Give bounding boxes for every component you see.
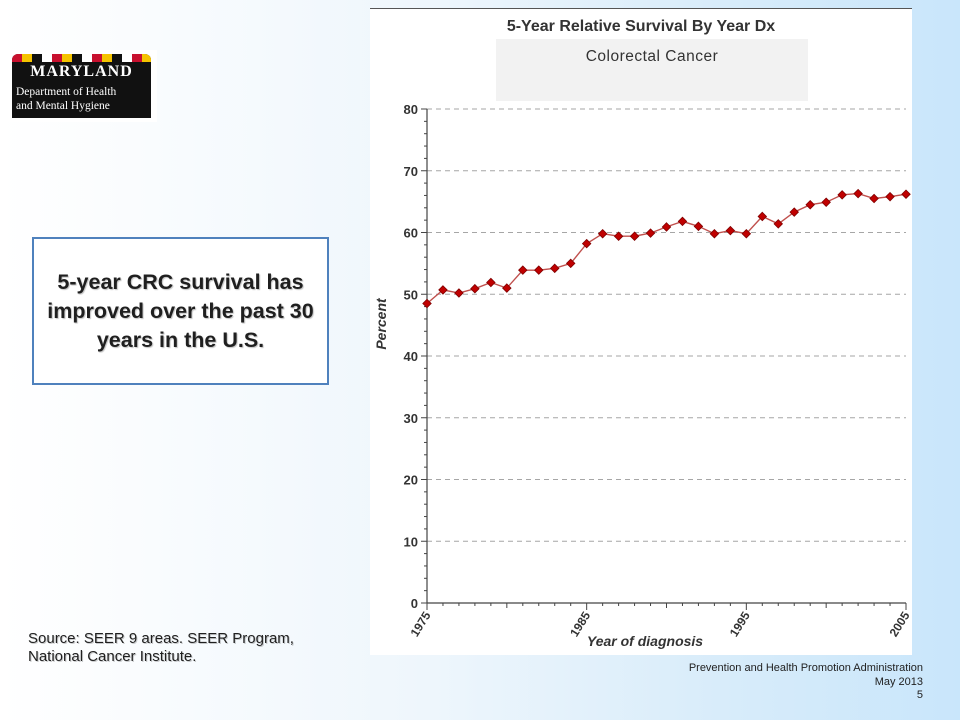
x-tick-label-1995: 1995	[727, 609, 753, 639]
y-axis-label: Percent	[373, 297, 389, 350]
data-point-1995	[741, 228, 752, 239]
data-point-1994	[725, 225, 736, 236]
data-point-1978	[470, 283, 480, 294]
chart-panel: 5-Year Relative Survival By Year Dx 0 10 20…	[370, 8, 912, 655]
footer-date: May 2013	[874, 675, 923, 688]
data-point-1996	[757, 211, 768, 222]
footer-page-number: 5	[916, 689, 923, 701]
y-tick-label-40: 40	[404, 349, 418, 364]
maryland-flag-stripe	[12, 54, 151, 62]
data-point-1990	[661, 222, 672, 232]
y-tick-label-30: 30	[404, 411, 418, 426]
data-point-1985	[581, 238, 592, 249]
chart-subtitle: Colorectal Cancer	[496, 39, 808, 101]
y-tick-label-60: 60	[404, 226, 418, 241]
data-point-1988	[629, 231, 640, 241]
x-axis-label: Year of diagnosis	[587, 633, 703, 649]
data-point-1998	[789, 207, 799, 217]
data-point-2003	[869, 193, 879, 204]
logo-name: MARYLAND	[30, 63, 133, 80]
data-point-1999	[805, 199, 815, 210]
source-note: Source: SEER 9 areas. SEER Program, Nati…	[28, 630, 294, 665]
y-tick-label-70: 70	[404, 164, 418, 179]
data-point-1982	[534, 265, 544, 275]
data-point-1992	[693, 221, 704, 232]
logo-department: Department of Health and Mental Hygiene	[12, 82, 151, 118]
y-tick-label-0: 0	[411, 596, 418, 611]
data-point-1983	[549, 263, 560, 274]
data-point-1976	[438, 285, 448, 295]
footer: Prevention and Health Promotion Administ…	[689, 662, 923, 703]
data-point-1984	[565, 258, 576, 269]
x-tick-label-2005: 2005	[887, 609, 912, 639]
logo-line2: and Mental Hygiene	[16, 100, 110, 112]
data-point-1987	[613, 231, 624, 241]
data-point-2002	[853, 188, 863, 199]
data-point-2005	[901, 189, 911, 199]
data-point-1986	[597, 228, 608, 239]
data-point-2000	[821, 197, 831, 208]
series-line-0	[426, 192, 907, 305]
data-point-1989	[645, 228, 656, 238]
data-point-1975	[422, 298, 432, 309]
chart-title: 5-Year Relative Survival By Year Dx	[507, 18, 775, 35]
x-tick-label-1975: 1975	[408, 609, 434, 639]
logo-line1: Department of Health	[16, 86, 117, 98]
data-point-1991	[677, 216, 688, 227]
survival-chart: 5-Year Relative Survival By Year Dx 0 10 20…	[373, 18, 912, 649]
data-point-2004	[885, 191, 895, 202]
data-point-1979	[486, 277, 496, 288]
callout-text: 5-year CRC survival has improved over th…	[47, 269, 314, 352]
footer-org: Prevention and Health Promotion Administ…	[688, 662, 923, 674]
y-tick-label-50: 50	[404, 287, 418, 302]
y-tick-label-80: 80	[404, 102, 418, 117]
data-point-1997	[773, 219, 784, 229]
data-point-2001	[837, 190, 847, 200]
data-point-1993	[709, 228, 720, 239]
callout-box: 5-year CRC survival has improved over th…	[32, 237, 329, 385]
data-point-1981	[518, 265, 528, 275]
maryland-dhmh-logo: MARYLAND Department of Health and Mental…	[6, 50, 157, 122]
data-point-1980	[502, 283, 512, 293]
data-point-1977	[454, 288, 464, 298]
logo-banner: MARYLAND	[12, 54, 151, 82]
y-tick-label-10: 10	[404, 534, 418, 549]
y-tick-label-20: 20	[404, 473, 418, 488]
